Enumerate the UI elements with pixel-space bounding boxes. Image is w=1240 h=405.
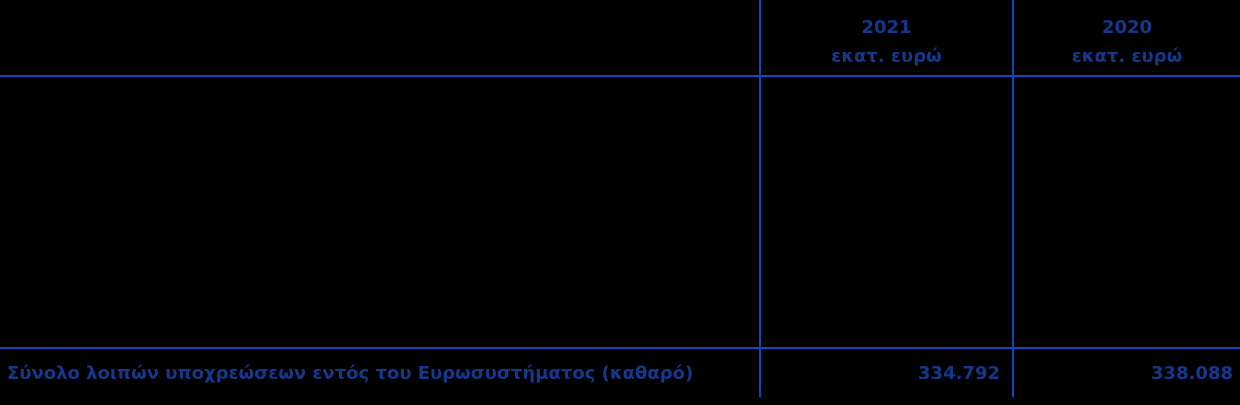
- header-rule-line: [0, 75, 1240, 77]
- total-row-label: Σύνολο λοιπών υποχρεώσεων εντός του Ευρω…: [7, 363, 694, 384]
- total-value-2020: 338.088: [1151, 363, 1233, 384]
- unit-label: εκατ. ευρώ: [1071, 46, 1183, 67]
- total-rule-line: [0, 347, 1240, 349]
- column-divider-line-2: [1012, 0, 1014, 397]
- total-value-2021: 334.792: [918, 363, 1000, 384]
- year-label: 2021: [861, 17, 912, 38]
- unit-label: εκατ. ευρώ: [831, 46, 942, 67]
- column-header-2020: 2020 εκατ. ευρώ: [1014, 13, 1240, 71]
- column-divider-line-1: [759, 0, 761, 397]
- column-header-2021: 2021 εκατ. ευρώ: [761, 13, 1012, 71]
- year-label: 2020: [1101, 17, 1153, 38]
